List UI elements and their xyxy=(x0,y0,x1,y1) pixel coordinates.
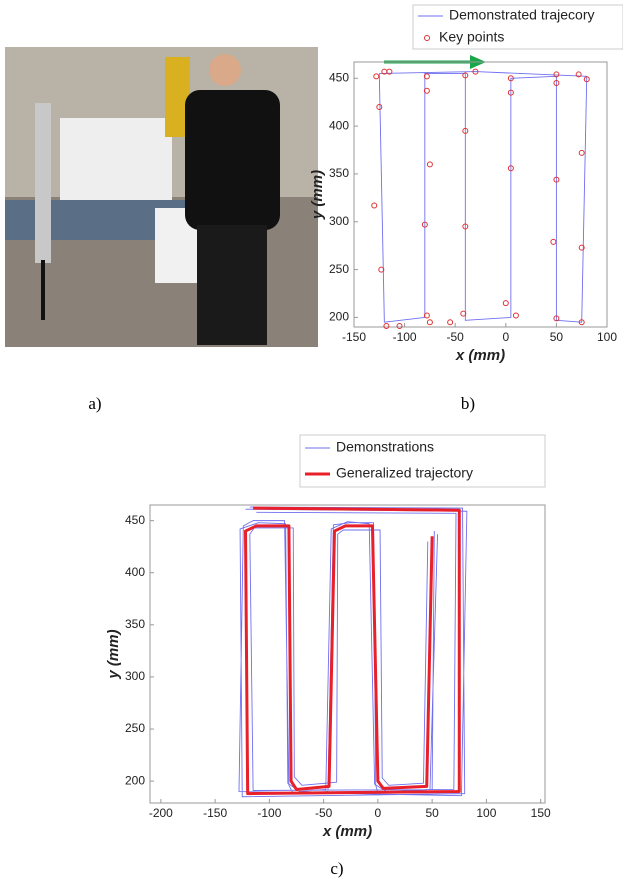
y-tick-label: 450 xyxy=(329,70,349,84)
x-tick-label: 0 xyxy=(502,330,509,344)
key-point xyxy=(553,71,560,78)
key-point xyxy=(583,76,590,83)
trajectory xyxy=(378,71,588,323)
key-point xyxy=(462,223,469,230)
key-point xyxy=(575,71,582,78)
key-point xyxy=(507,89,514,96)
x-tick-label: -50 xyxy=(315,806,333,820)
x-axis-label: x (mm) xyxy=(455,347,505,364)
y-tick-label: 450 xyxy=(125,513,145,527)
key-point xyxy=(553,80,560,87)
y-tick-label: 400 xyxy=(329,118,349,132)
x-tick-label: 100 xyxy=(597,330,617,344)
key-point xyxy=(378,266,385,273)
key-point xyxy=(460,310,467,317)
y-axis-label: y (mm) xyxy=(309,170,326,220)
caption: a) xyxy=(88,394,101,413)
x-axis-label: x (mm) xyxy=(322,823,372,840)
y-tick-label: 250 xyxy=(125,721,145,735)
key-point xyxy=(447,319,454,326)
key-point xyxy=(507,75,514,82)
key-point xyxy=(426,161,433,168)
key-point xyxy=(472,68,479,75)
trajectory xyxy=(243,506,461,796)
x-tick-label: 50 xyxy=(425,806,439,820)
key-point xyxy=(553,176,560,183)
y-tick-label: 200 xyxy=(125,773,145,787)
x-tick-label: 0 xyxy=(375,806,382,820)
plot-area xyxy=(149,504,546,804)
key-point xyxy=(507,165,514,172)
key-point xyxy=(371,202,378,209)
x-tick-label: -200 xyxy=(149,806,173,820)
key-point xyxy=(502,300,509,307)
legend-label: Demonstrations xyxy=(336,439,434,455)
legend-marker xyxy=(424,35,430,41)
legend-label: Key points xyxy=(439,29,504,45)
x-tick-label: -150 xyxy=(342,330,366,344)
key-point xyxy=(386,68,393,75)
y-tick-label: 350 xyxy=(125,617,145,631)
y-tick-label: 250 xyxy=(329,262,349,276)
y-tick-label: 300 xyxy=(125,669,145,683)
legend xyxy=(299,434,546,488)
key-point xyxy=(462,72,469,79)
plot-area xyxy=(353,61,608,328)
key-point xyxy=(373,73,380,80)
x-tick-label: -50 xyxy=(447,330,465,344)
key-point xyxy=(578,149,585,156)
caption: b) xyxy=(461,394,475,413)
y-tick-label: 300 xyxy=(329,214,349,228)
key-point xyxy=(423,87,430,94)
key-point xyxy=(383,323,390,330)
key-point xyxy=(550,238,557,245)
key-point xyxy=(423,73,430,80)
key-point xyxy=(426,319,433,326)
key-point xyxy=(376,103,383,110)
key-point xyxy=(578,244,585,251)
legend xyxy=(412,4,623,50)
key-point xyxy=(578,319,585,326)
legend-label: Demonstrated trajecory xyxy=(449,7,595,23)
key-point xyxy=(512,312,519,319)
y-tick-label: 400 xyxy=(125,565,145,579)
x-tick-label: 100 xyxy=(476,806,496,820)
key-point xyxy=(462,127,469,134)
x-tick-label: -100 xyxy=(257,806,281,820)
x-tick-label: -100 xyxy=(393,330,417,344)
y-tick-label: 350 xyxy=(329,166,349,180)
key-point xyxy=(553,315,560,322)
y-tick-label: 200 xyxy=(329,310,349,324)
legend-label: Generalized trajectory xyxy=(336,465,473,481)
caption: c) xyxy=(330,859,343,878)
x-tick-label: -150 xyxy=(203,806,227,820)
y-axis-label: y (mm) xyxy=(105,629,122,679)
key-point xyxy=(421,221,428,228)
key-point xyxy=(423,312,430,319)
x-tick-label: 150 xyxy=(531,806,551,820)
photo xyxy=(5,47,318,347)
key-point xyxy=(396,323,403,330)
x-tick-label: 50 xyxy=(550,330,564,344)
